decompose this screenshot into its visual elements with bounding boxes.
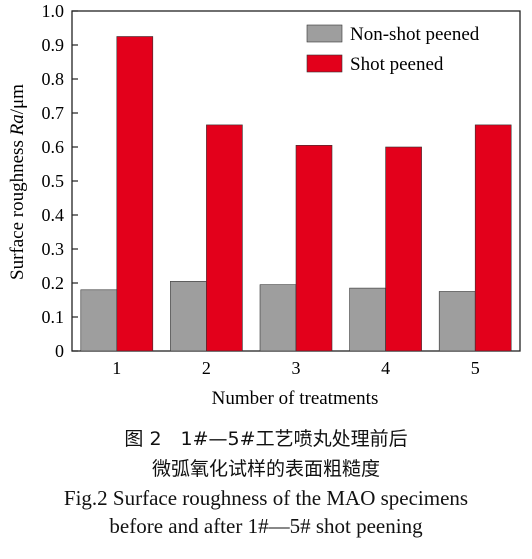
legend: Non-shot peened Shot peened [306,24,480,75]
figure-caption: 图 2 1#—5#工艺喷丸处理前后 微弧氧化试样的表面粗糙度 Fig.2 Sur… [0,424,532,540]
x-tick-label: 4 [381,358,390,378]
y-tick-label: 0.7 [42,103,65,123]
bar-shot-peened [206,124,243,352]
caption-zh-line-1: 图 2 1#—5#工艺喷丸处理前后 [124,428,408,450]
y-tick-label: 0.2 [42,273,65,293]
bar-non-shot-peened [170,280,207,352]
x-axis-label: Number of treatments [212,388,379,409]
y-tick-label: 0.4 [42,205,65,225]
legend-label-shot-peened: Shot peened [350,54,444,75]
bar-non-shot-peened [438,291,476,352]
x-tick-label: 2 [202,358,211,378]
y-tick-label: 0.5 [42,171,65,191]
y-tick-label: 0.1 [42,307,65,327]
caption-zh-line-2: 微弧氧化试样的表面粗糙度 [151,458,380,480]
y-axis-label: Surface roughness Ra/μm [7,84,28,280]
caption-en-line-1: Fig.2 Surface roughness of the MAO speci… [63,486,469,510]
y-tick-label: 1.0 [42,1,65,21]
x-tick-label: 1 [112,358,121,378]
y-tick-label: 0.3 [42,239,65,259]
bar-shot-peened [385,146,422,352]
x-tick-label: 5 [471,358,480,378]
x-tick-label: 3 [292,358,301,378]
y-axis-ticks: 0 0.1 0.2 0.3 0.4 0.5 0.6 0.7 0.8 0.9 1.0 [42,1,78,361]
legend-swatch-non-shot-peened [306,24,343,43]
bar-non-shot-peened [349,287,386,352]
y-tick-label: 0.6 [42,137,65,157]
bar-non-shot-peened [259,284,297,352]
bars [80,36,512,352]
bar-shot-peened [295,145,333,352]
y-tick-label: 0.9 [42,35,65,55]
legend-swatch-shot-peened [306,54,343,73]
bar-non-shot-peened [80,289,118,352]
bar-chart: 0 0.1 0.2 0.3 0.4 0.5 0.6 0.7 0.8 0.9 1.0 1 2 3 4 5 No… [7,1,521,409]
bar-shot-peened [474,124,512,352]
y-tick-label: 0.8 [42,69,65,89]
caption-en-line-2: before and after 1#—5# shot peening [109,514,423,538]
y-tick-label: 0 [55,341,64,361]
legend-label-non-shot-peened: Non-shot peened [350,24,480,45]
bar-shot-peened [116,36,154,352]
